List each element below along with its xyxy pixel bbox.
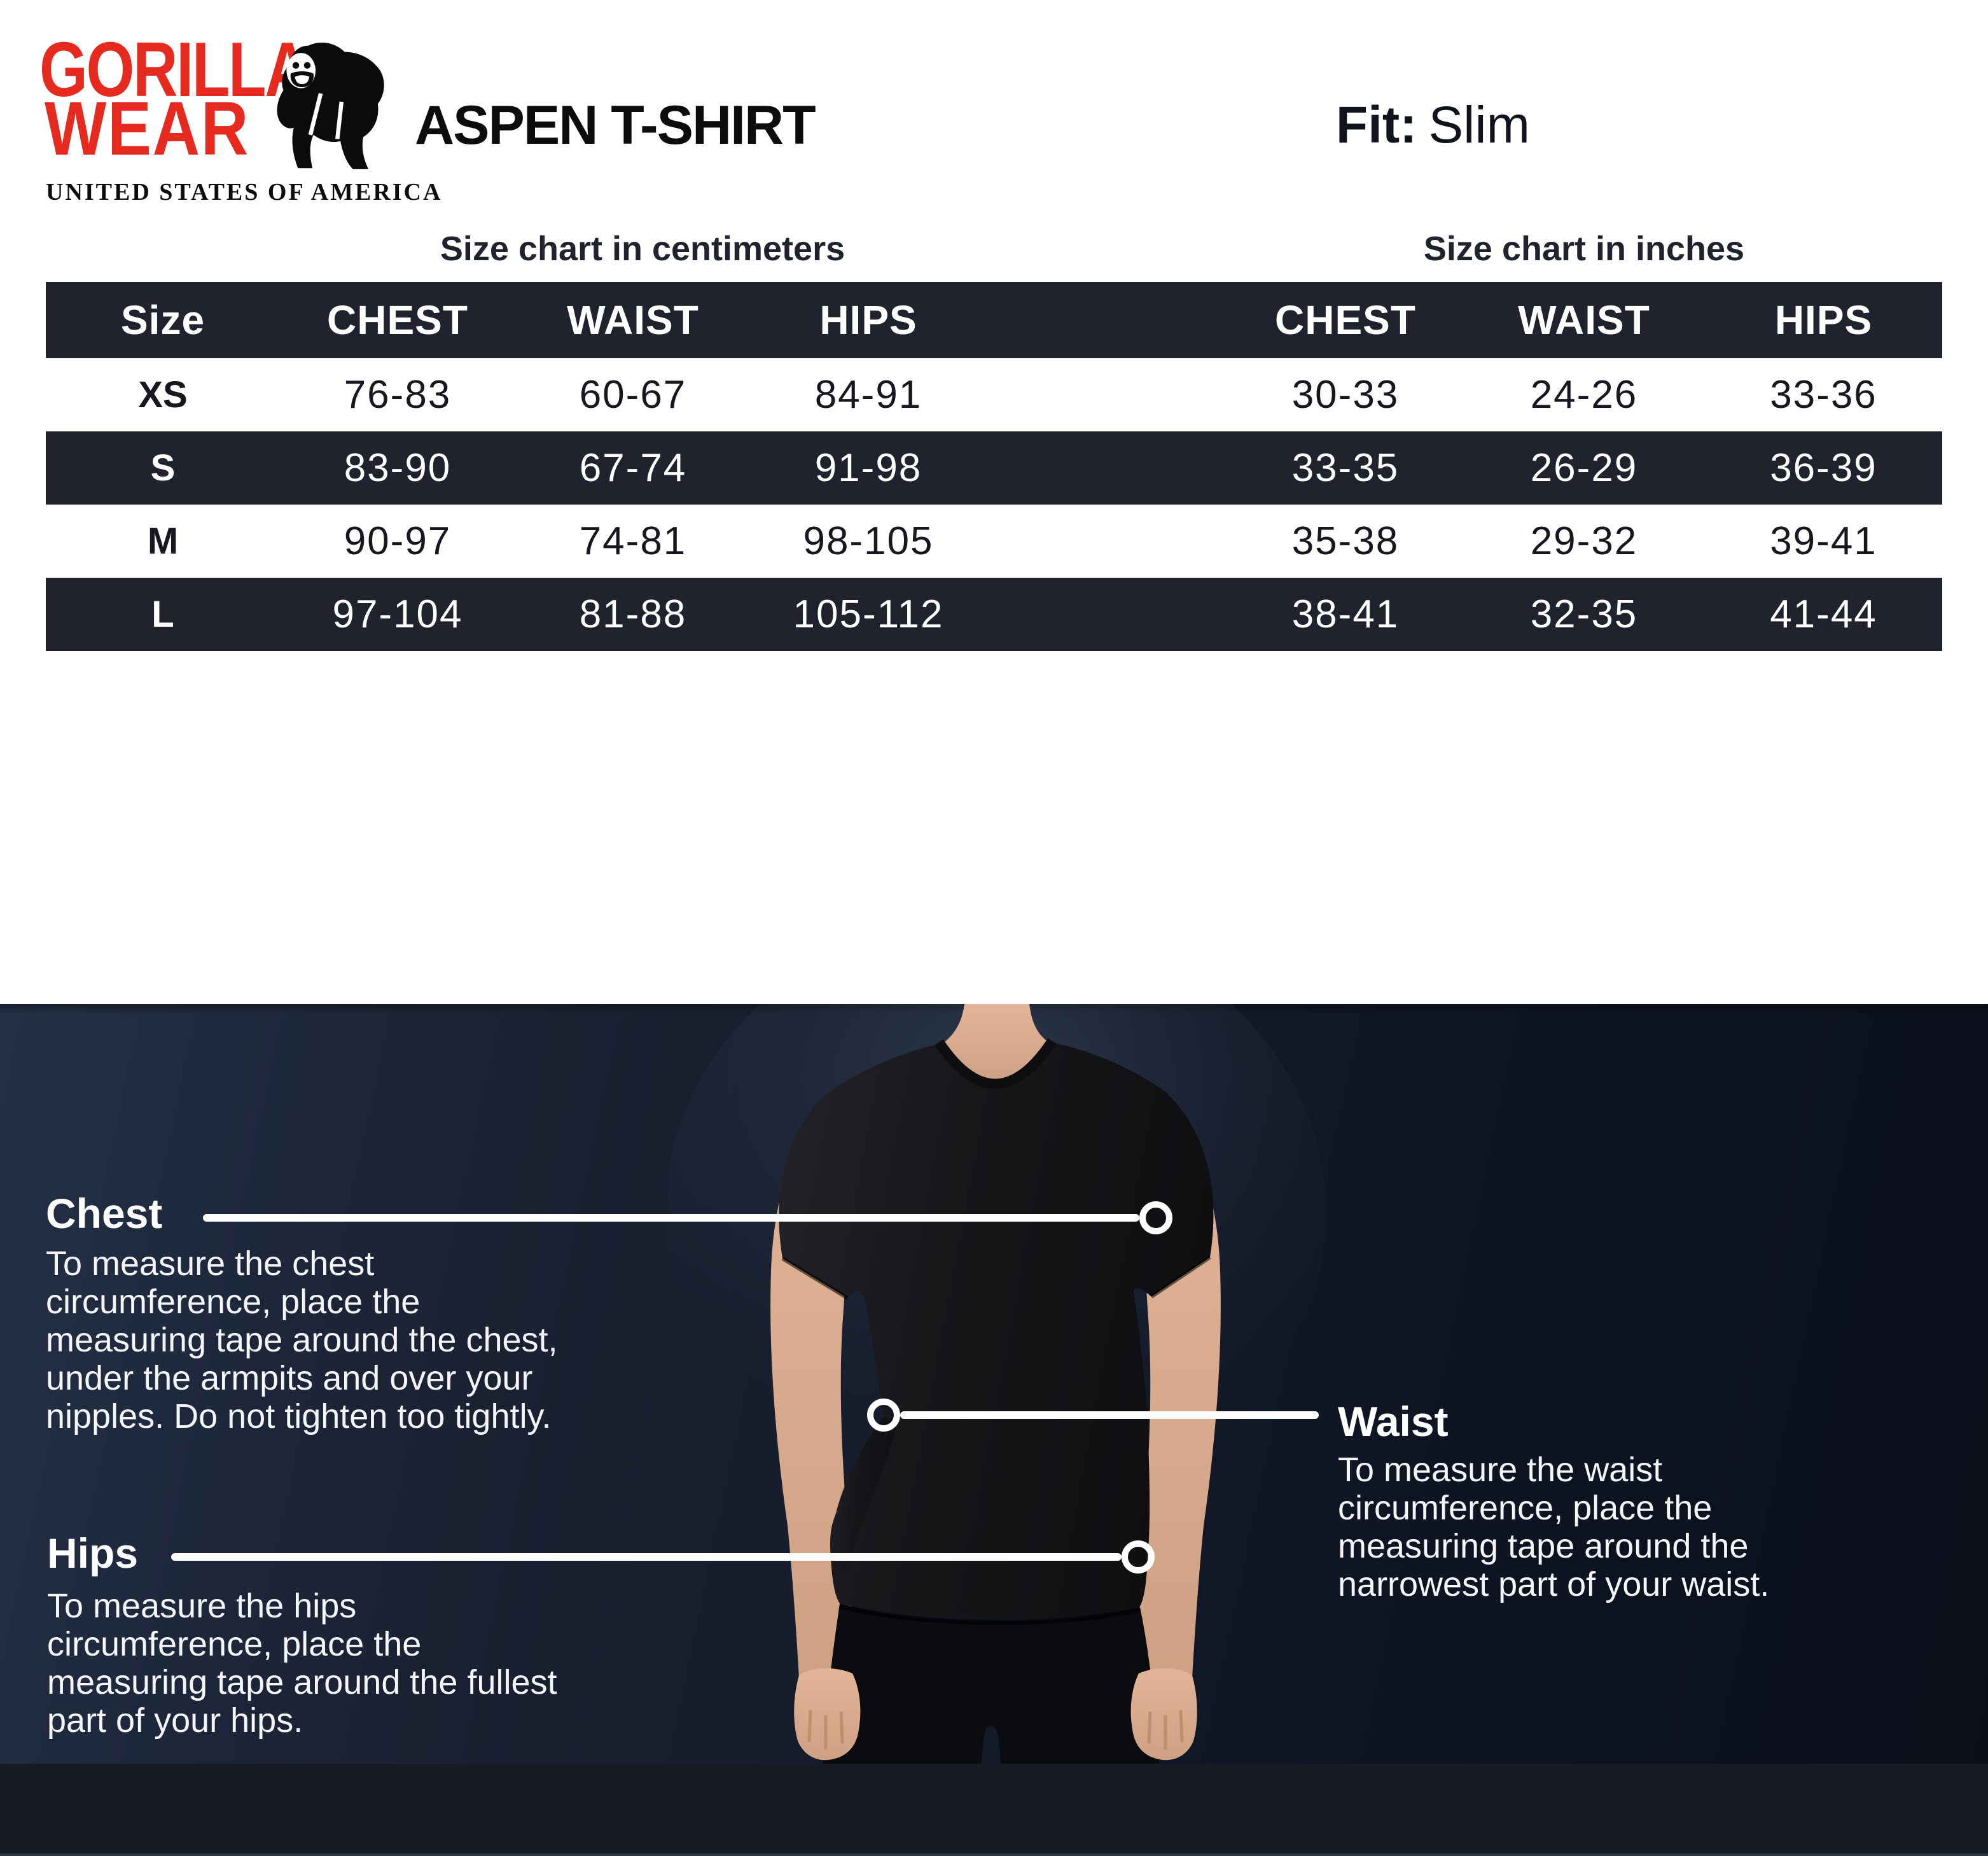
hips-measure-point bbox=[1122, 1540, 1155, 1573]
chest-in-value: 35-38 bbox=[1291, 519, 1400, 563]
hips-cm-value: 98-105 bbox=[803, 519, 934, 563]
bottom-band bbox=[0, 1764, 1988, 1856]
chest-measure-point bbox=[1139, 1201, 1172, 1234]
chest-in-value: 38-41 bbox=[1291, 592, 1400, 636]
waist-in-value: 29-32 bbox=[1530, 519, 1638, 563]
size-value: S bbox=[150, 447, 176, 489]
page-title: ASPEN T-SHIRT bbox=[415, 95, 816, 156]
column-header-waist-cm: WAIST bbox=[567, 297, 699, 343]
size-table: Size CHEST WAIST HIPS CHEST WAIST HIPS X… bbox=[46, 282, 1942, 651]
waist-label: Waist bbox=[1338, 1398, 1449, 1445]
column-header-hips-in: HIPS bbox=[1774, 297, 1873, 343]
waist-measure-line bbox=[900, 1411, 1319, 1419]
measuring-guide-section: Chest To measure the chest circumference… bbox=[0, 1004, 1988, 1856]
chest-measure-line bbox=[203, 1214, 1139, 1222]
gorilla-icon bbox=[277, 42, 384, 169]
hips-instructions: To measure the hips circumference, place… bbox=[47, 1587, 557, 1740]
brand-tagline: UNITED STATES OF AMERICA bbox=[46, 179, 443, 206]
waist-cm-value: 74-81 bbox=[579, 519, 687, 563]
column-header-chest-cm: CHEST bbox=[327, 297, 468, 343]
table-row-l: L 97-104 81-88 105-112 38-41 32-35 41-44 bbox=[46, 578, 1942, 651]
waist-cm-value: 60-67 bbox=[579, 373, 687, 417]
hips-cm-value: 105-112 bbox=[793, 592, 944, 636]
waist-measure-point bbox=[867, 1399, 900, 1432]
hips-cm-value: 91-98 bbox=[814, 446, 922, 490]
chest-in-value: 33-35 bbox=[1291, 446, 1400, 490]
hips-in-value: 36-39 bbox=[1770, 446, 1877, 490]
hips-cm-value: 84-91 bbox=[814, 373, 922, 417]
waist-cm-value: 81-88 bbox=[579, 592, 687, 636]
cm-chart-title: Size chart in centimeters bbox=[440, 230, 845, 268]
inches-chart-title: Size chart in inches bbox=[1423, 230, 1745, 268]
waist-in-value: 24-26 bbox=[1530, 373, 1638, 417]
fit-info: Fit: Slim bbox=[1336, 95, 1530, 155]
waist-cm-value: 67-74 bbox=[579, 446, 687, 490]
brand-name-wear: WEAR bbox=[45, 86, 250, 171]
fit-value: Slim bbox=[1428, 96, 1530, 154]
column-header-waist-in: WAIST bbox=[1518, 297, 1650, 343]
chest-in-value: 30-33 bbox=[1291, 373, 1400, 417]
chest-label: Chest bbox=[46, 1190, 163, 1237]
hips-label: Hips bbox=[47, 1530, 139, 1577]
waist-in-value: 26-29 bbox=[1530, 446, 1638, 490]
chest-cm-value: 97-104 bbox=[332, 592, 463, 636]
model-photo bbox=[668, 1004, 1326, 1806]
chest-cm-value: 83-90 bbox=[344, 446, 452, 490]
table-row-s: S 83-90 67-74 91-98 33-35 26-29 36-39 bbox=[46, 431, 1942, 505]
chest-instructions: To measure the chest circumference, plac… bbox=[46, 1245, 558, 1435]
chest-cm-value: 76-83 bbox=[344, 373, 452, 417]
size-value: XS bbox=[138, 374, 188, 415]
table-row-xs: XS 76-83 60-67 84-91 30-33 24-26 33-36 bbox=[46, 358, 1942, 431]
hips-in-value: 39-41 bbox=[1770, 519, 1877, 563]
size-value: M bbox=[147, 520, 179, 562]
size-value: L bbox=[151, 594, 174, 635]
table-row-m: M 90-97 74-81 98-105 35-38 29-32 39-41 bbox=[46, 505, 1942, 578]
table-header-row: Size CHEST WAIST HIPS CHEST WAIST HIPS bbox=[46, 282, 1942, 358]
waist-instructions: To measure the waist circumference, plac… bbox=[1338, 1451, 1770, 1603]
brand-name-gorilla: GORILLA bbox=[39, 26, 310, 113]
hips-measure-line bbox=[171, 1553, 1122, 1561]
waist-in-value: 32-35 bbox=[1530, 592, 1638, 636]
fit-label: Fit: bbox=[1336, 96, 1417, 154]
hips-in-value: 41-44 bbox=[1770, 592, 1877, 636]
column-header-chest-in: CHEST bbox=[1275, 297, 1416, 343]
chest-cm-value: 90-97 bbox=[344, 519, 452, 563]
hips-in-value: 33-36 bbox=[1770, 373, 1877, 417]
column-header-hips-cm: HIPS bbox=[819, 297, 917, 343]
column-header-size: Size bbox=[120, 297, 205, 343]
